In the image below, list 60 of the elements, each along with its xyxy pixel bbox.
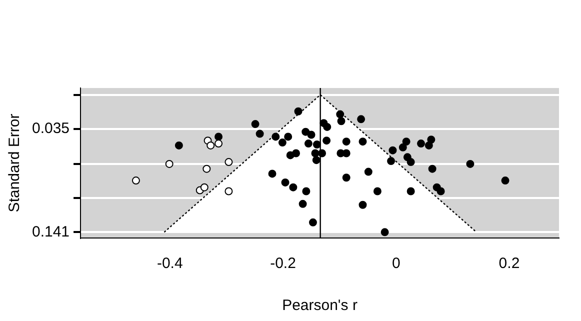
point (312, 140, 321, 148)
point (292, 149, 300, 158)
point (322, 136, 331, 145)
point (289, 183, 298, 192)
point (318, 149, 326, 158)
point (436, 187, 445, 196)
point (427, 136, 436, 144)
point (256, 130, 264, 138)
point (224, 158, 233, 166)
point (302, 187, 310, 196)
y-axis-title: Standard Error (6, 114, 24, 212)
point (387, 157, 396, 166)
point (281, 178, 290, 186)
point (302, 128, 310, 136)
point (307, 130, 316, 139)
x-tick-label: 0.2 (498, 255, 520, 272)
point (380, 228, 389, 236)
point (388, 146, 397, 154)
point (132, 176, 140, 185)
x-tick-label: -0.2 (270, 255, 296, 272)
point (501, 176, 510, 185)
x-tick-label: 0 (392, 255, 400, 272)
point (417, 140, 426, 148)
point (214, 140, 223, 148)
point (428, 164, 436, 173)
point (165, 160, 174, 168)
point (284, 132, 292, 141)
point (202, 164, 211, 173)
y-tick-label: 0.141 (32, 223, 70, 240)
point (424, 141, 433, 150)
point (406, 187, 415, 196)
point (251, 120, 260, 128)
point (406, 158, 415, 166)
point (398, 143, 407, 152)
point (268, 170, 276, 178)
point (337, 117, 346, 126)
point (298, 200, 307, 208)
point (373, 187, 382, 196)
point (294, 107, 302, 116)
point (312, 156, 320, 164)
point (224, 187, 233, 196)
point (342, 174, 350, 182)
point (308, 218, 317, 226)
point (278, 138, 286, 147)
point (364, 168, 372, 176)
point (357, 115, 366, 124)
y-tick-label: 0.035 (32, 120, 70, 138)
point (174, 141, 183, 150)
point (200, 183, 208, 192)
point (206, 141, 215, 150)
point (358, 138, 367, 146)
point (342, 138, 350, 146)
point (358, 200, 367, 209)
point (466, 160, 474, 168)
point (402, 138, 410, 146)
x-tick-label: -0.4 (156, 255, 183, 272)
point (214, 132, 223, 141)
point (323, 122, 332, 131)
x-axis-title: Pearson's r (282, 297, 358, 314)
point (304, 140, 312, 148)
